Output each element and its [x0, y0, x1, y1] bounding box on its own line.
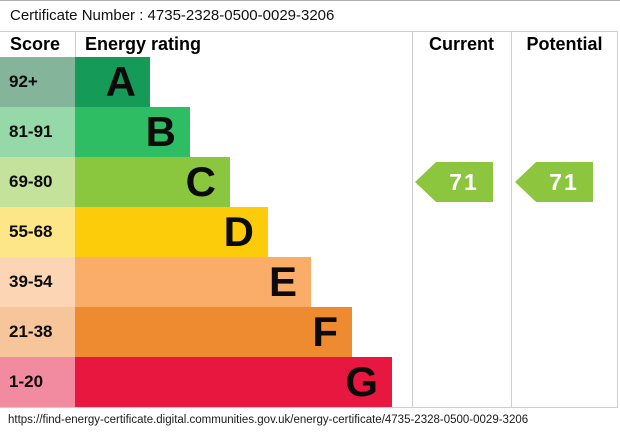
table-bottom-border: [0, 407, 618, 408]
rating-bar-f: F: [75, 307, 352, 357]
score-range-label: 21-38: [0, 307, 75, 357]
rating-bar-c: C: [75, 157, 230, 207]
rating-row: 1-20 G: [0, 357, 392, 407]
rating-row: 55-68 D: [0, 207, 392, 257]
header-score: Score: [10, 34, 61, 54]
rating-letter: A: [105, 58, 136, 105]
rating-letter: F: [312, 308, 338, 355]
header-potential: Potential: [526, 34, 603, 54]
rating-bar-d: D: [75, 207, 268, 257]
rating-row: 81-91 B: [0, 107, 392, 157]
score-range-label: 81-91: [0, 107, 75, 157]
rating-letter: D: [223, 208, 254, 255]
current-rating-arrow: 71: [415, 162, 493, 202]
rating-bar-g: G: [75, 357, 392, 407]
rating-row: 69-80 C: [0, 157, 392, 207]
rating-row: 39-54 E: [0, 257, 392, 307]
header-current: Current: [428, 34, 494, 54]
score-range-label: 69-80: [0, 157, 75, 207]
score-column-divider: [75, 32, 76, 57]
rating-row: 21-38 F: [0, 307, 392, 357]
score-range-label: 92+: [0, 57, 75, 107]
rating-letter: E: [268, 258, 297, 305]
certificate-url: https://find-energy-certificate.digital.…: [8, 414, 529, 426]
rating-letter: C: [185, 158, 216, 205]
current-rating-value: 71: [449, 168, 479, 195]
rating-bar-b: B: [75, 107, 190, 157]
potential-column-divider: [511, 31, 512, 408]
page-top-border: [0, 0, 620, 1]
table-right-border: [617, 31, 618, 408]
header-top-border: [0, 31, 618, 32]
current-column-divider: [412, 31, 413, 408]
rating-row: 92+ A: [0, 57, 392, 107]
potential-rating-arrow: 71: [515, 162, 593, 202]
rating-letter: G: [345, 358, 378, 405]
header-energy-rating: Energy rating: [85, 34, 202, 54]
certificate-number: Certificate Number : 4735-2328-0500-0029…: [10, 7, 335, 24]
rating-rows: 92+ A 81-91 B 69-80 C 55-68 D 39-54 E 21-38 F 1-20 G: [0, 57, 392, 407]
score-range-label: 55-68: [0, 207, 75, 257]
rating-bar-a: A: [75, 57, 150, 107]
rating-bar-e: E: [75, 257, 311, 307]
rating-letter: B: [145, 108, 176, 155]
score-range-label: 39-54: [0, 257, 75, 307]
score-range-label: 1-20: [0, 357, 75, 407]
potential-rating-value: 71: [549, 168, 579, 195]
